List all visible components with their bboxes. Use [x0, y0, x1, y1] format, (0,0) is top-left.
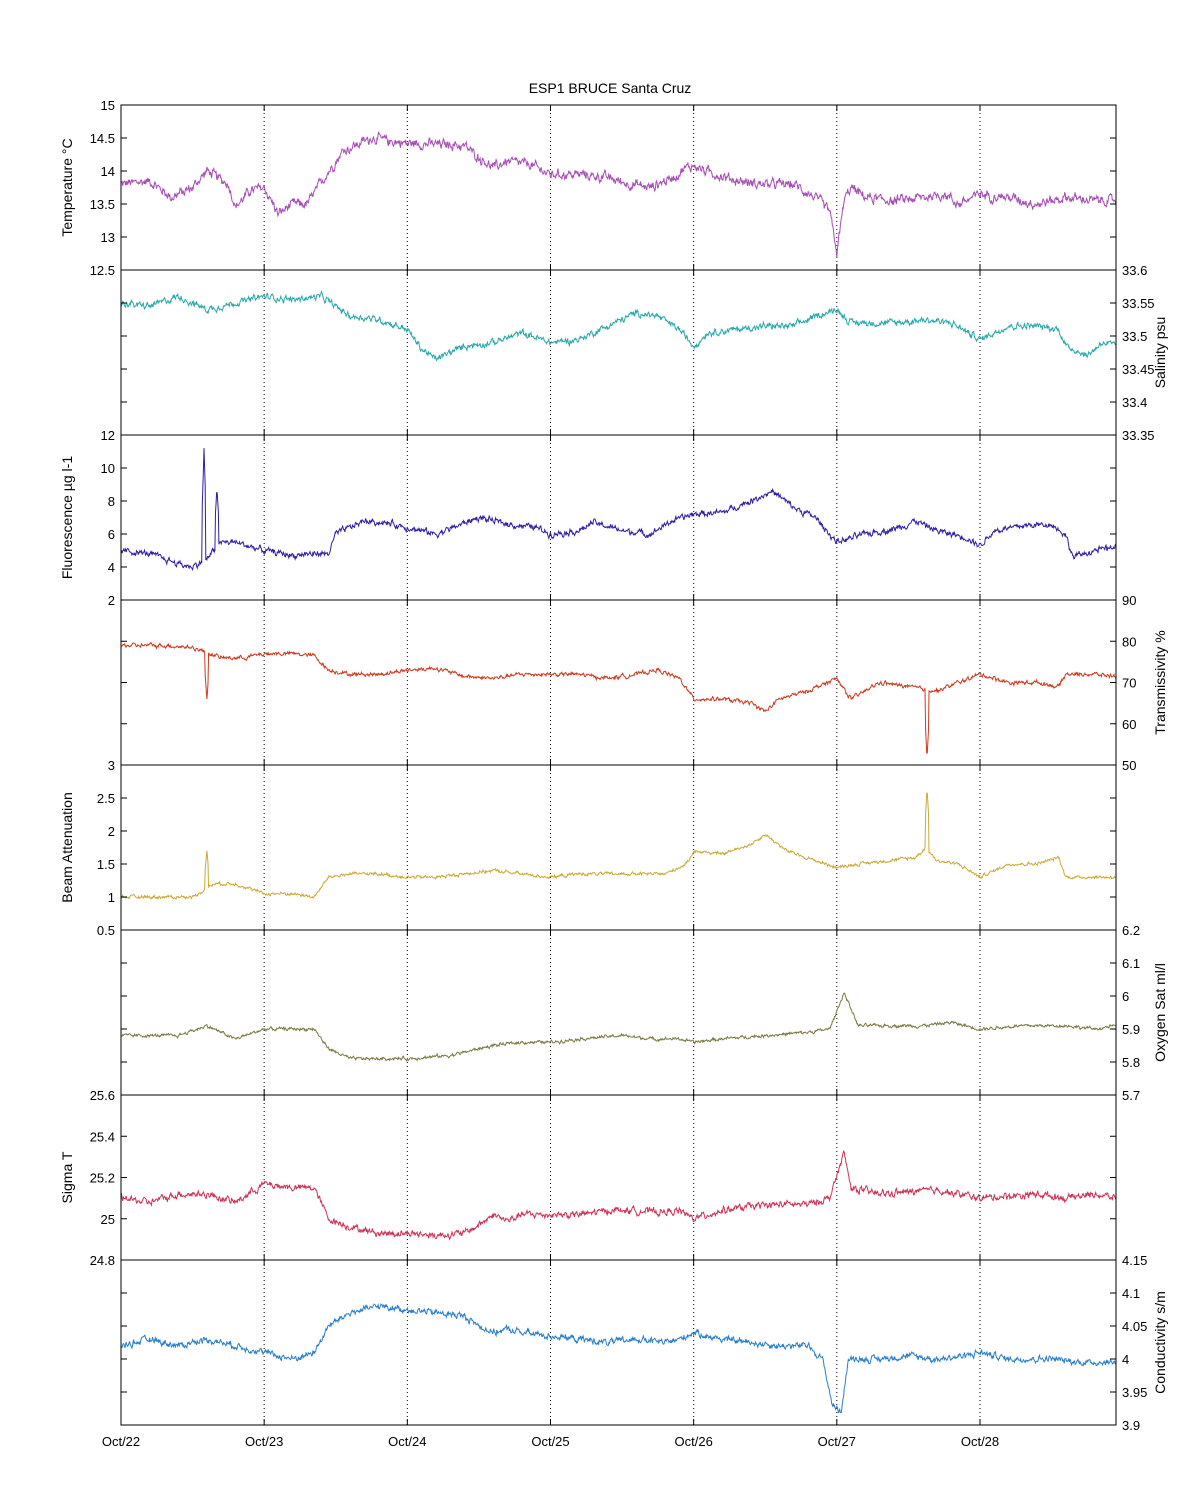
x-tick-label: Oct/27 — [818, 1434, 856, 1449]
panel-beam_attenuation: 0.5 1 1.5 2 2.5 Beam Attenuation — [59, 764, 1117, 938]
panel-frame — [120, 764, 1117, 931]
y-tick-label: 14.5 — [90, 131, 115, 146]
y-axis-label: Beam Attenuation — [59, 792, 75, 903]
y-tick-label: 3 — [108, 758, 115, 773]
x-tick-label: Oct/23 — [245, 1434, 283, 1449]
y-tick-label: 4.1 — [1122, 1286, 1140, 1301]
panel-transmissivity: 50 60 70 80 90 3 Transmissivity % — [108, 593, 1168, 773]
x-tick-label: Oct/28 — [961, 1434, 999, 1449]
panel-frame — [120, 269, 1117, 436]
y-axis-label: Oxygen Sat ml/l — [1152, 963, 1168, 1062]
y-tick-label: 90 — [1122, 593, 1136, 608]
y-tick-label: 4 — [1122, 1352, 1129, 1367]
y-tick-label: 25 — [101, 1212, 115, 1227]
y-tick-label: 25.2 — [90, 1171, 115, 1186]
y-tick-label: 2 — [108, 824, 115, 839]
x-tick-label: Oct/24 — [388, 1434, 426, 1449]
y-axis-label: Salinity psu — [1152, 317, 1168, 389]
y-tick-label: 33.45 — [1122, 362, 1155, 377]
y-tick-label: 60 — [1122, 717, 1136, 732]
y-tick-label: 2.5 — [97, 791, 115, 806]
y-tick-label: 0.5 — [97, 923, 115, 938]
x-tick-label: Oct/22 — [102, 1434, 140, 1449]
panel-salinity: 33.35 33.4 33.45 33.5 33.55 33.6 Salinity psu — [120, 263, 1168, 443]
y-axis-label: Sigma T — [59, 1151, 75, 1203]
y-tick-label: 2 — [108, 593, 115, 608]
panel-oxygen_sat: 5.7 5.8 5.9 6 6.1 6.2 Oxygen Sat ml/l — [120, 923, 1168, 1103]
y-tick-label: 33.5 — [1122, 329, 1147, 344]
series-line-temperature — [120, 131, 1117, 258]
panel-frame — [120, 1259, 1117, 1426]
series-line-sigma_t — [120, 1150, 1117, 1241]
y-tick-label: 25.4 — [90, 1129, 115, 1144]
y-tick-label: 14 — [101, 164, 115, 179]
x-tick-label: Oct/25 — [531, 1434, 569, 1449]
y-tick-label: 1.5 — [97, 857, 115, 872]
y-tick-label: 12 — [101, 428, 115, 443]
y-tick-label: 4.05 — [1122, 1319, 1147, 1334]
series-line-conductivity — [120, 1302, 1116, 1414]
panel-frame — [120, 929, 1117, 1096]
y-tick-label: 33.35 — [1122, 428, 1155, 443]
y-tick-label: 24.8 — [90, 1253, 115, 1268]
y-tick-label: 33.55 — [1122, 296, 1155, 311]
x-tick-label: Oct/26 — [675, 1434, 713, 1449]
series-line-oxygen_sat — [120, 992, 1117, 1063]
y-axis-label: Fluorescence µg l-1 — [59, 456, 75, 579]
y-tick-label: 13.5 — [90, 197, 115, 212]
series-line-transmissivity — [121, 642, 1117, 754]
y-tick-label: 33.4 — [1122, 395, 1147, 410]
y-tick-label: 3.95 — [1122, 1385, 1147, 1400]
panel-frame — [120, 599, 1117, 766]
y-tick-label: 80 — [1122, 634, 1136, 649]
y-tick-label: 3.9 — [1122, 1418, 1140, 1433]
panel-frame — [120, 104, 1117, 271]
y-tick-label: 33.6 — [1122, 263, 1147, 278]
y-tick-label: 50 — [1122, 758, 1136, 773]
y-tick-label: 13 — [101, 230, 115, 245]
y-axis-label: Transmissivity % — [1152, 630, 1168, 735]
y-tick-label: 8 — [108, 494, 115, 509]
panel-frame — [120, 434, 1117, 601]
y-tick-label: 12.5 — [90, 263, 115, 278]
y-tick-label: 5.8 — [1122, 1055, 1140, 1070]
y-tick-label: 1 — [108, 890, 115, 905]
panel-temperature: 12.5 13 13.5 14 14.5 15 Temperature °C — [59, 98, 1117, 278]
panel-conductivity: 3.9 3.95 4 4.05 4.1 4.15 Conductivity s/m — [120, 1253, 1168, 1433]
y-tick-label: 6.1 — [1122, 956, 1140, 971]
series-line-salinity — [120, 289, 1117, 362]
y-tick-label: 6 — [1122, 989, 1129, 1004]
y-tick-label: 5.7 — [1122, 1088, 1140, 1103]
y-axis-label: Temperature °C — [59, 138, 75, 236]
x-axis-ticks: Oct/22 Oct/23 Oct/24 Oct/25 Oct/26 Oct/27 Oct/… — [102, 1434, 999, 1449]
panel-fluorescence: 2 4 6 8 10 12 Fluorescence µg l-1 — [59, 428, 1117, 608]
y-tick-label: 6.2 — [1122, 923, 1140, 938]
panel-frame — [120, 1094, 1117, 1261]
y-tick-label: 6 — [108, 527, 115, 542]
y-tick-label: 4 — [108, 560, 115, 575]
y-tick-label: 4.15 — [1122, 1253, 1147, 1268]
chart-title: ESP1 BRUCE Santa Cruz — [529, 80, 692, 96]
panel-sigma_t: 24.8 25 25.2 25.4 25.6 Sigma T — [59, 1088, 1117, 1268]
y-tick-label: 15 — [101, 98, 115, 113]
y-axis-label: Conductivity s/m — [1152, 1291, 1168, 1394]
y-tick-label: 25.6 — [90, 1088, 115, 1103]
y-tick-label: 10 — [101, 461, 115, 476]
y-tick-label: 5.9 — [1122, 1022, 1140, 1037]
series-line-beam_attenuation — [120, 792, 1116, 900]
series-line-fluorescence — [120, 448, 1117, 572]
y-tick-label: 70 — [1122, 676, 1136, 691]
